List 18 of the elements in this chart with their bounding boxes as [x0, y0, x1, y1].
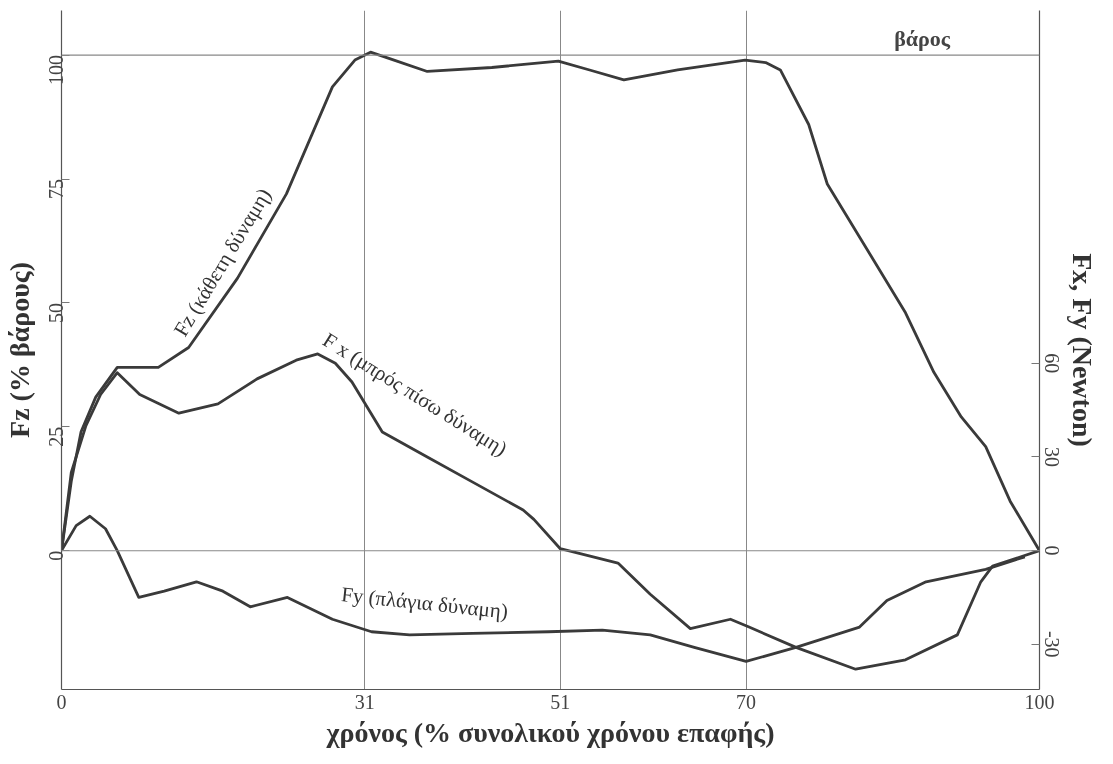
x-axis-title: χρόνος (% συνολικού χρόνου επαφής) [325, 716, 775, 748]
y-axis-title: Fz (% βάρους) [3, 262, 35, 438]
y2-tick-label: -30 [1040, 630, 1063, 658]
x-tick-label: 31 [354, 690, 375, 713]
x-tick-label: 100 [1024, 690, 1055, 713]
ref-line-label: βάρος [894, 26, 951, 52]
y2-tick-label: 30 [1040, 446, 1063, 467]
y-tick-label: 75 [45, 179, 68, 200]
y2-tick-label: 0 [1040, 545, 1063, 556]
x-tick-label: 51 [550, 690, 571, 713]
y-tick-label: 100 [45, 55, 68, 86]
y2-axis-title: Fx, Fy (Newton) [1066, 253, 1098, 447]
y-tick-label: 25 [45, 426, 68, 447]
text: Fy (πλάγια δύναμη) [340, 582, 510, 624]
y-tick-label: 0 [45, 550, 68, 561]
y2-tick-label: 60 [1040, 353, 1063, 374]
x-tick-label: 70 [736, 690, 757, 713]
y-tick-label: 50 [45, 302, 68, 323]
